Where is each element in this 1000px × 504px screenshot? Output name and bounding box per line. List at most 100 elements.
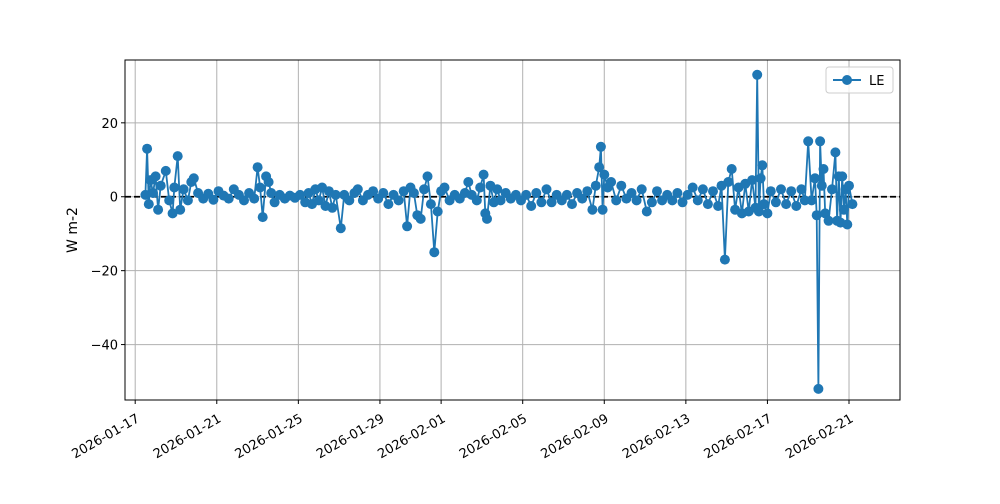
data-point bbox=[255, 182, 266, 193]
data-point bbox=[239, 195, 249, 206]
data-point bbox=[567, 199, 577, 210]
data-point bbox=[702, 199, 713, 210]
data-point bbox=[140, 189, 151, 200]
data-point bbox=[672, 188, 683, 198]
data-point bbox=[155, 180, 166, 191]
data-point bbox=[408, 188, 419, 198]
data-point bbox=[577, 193, 588, 204]
x-tick-label: 2026-02-09 bbox=[539, 411, 612, 462]
data-point bbox=[546, 197, 557, 208]
data-point bbox=[169, 182, 180, 193]
data-point bbox=[208, 194, 219, 205]
data-point bbox=[422, 171, 433, 182]
data-point bbox=[759, 199, 769, 210]
data-point bbox=[646, 197, 657, 208]
data-point bbox=[475, 182, 486, 193]
data-point bbox=[677, 197, 688, 208]
data-point bbox=[330, 189, 341, 200]
data-point bbox=[383, 199, 394, 210]
data-point bbox=[606, 177, 617, 187]
data-point bbox=[687, 182, 698, 193]
data-point bbox=[561, 189, 572, 200]
data-point bbox=[752, 69, 763, 80]
data-point bbox=[796, 184, 807, 195]
data-point bbox=[531, 188, 542, 198]
data-point bbox=[590, 180, 601, 191]
data-point bbox=[182, 195, 193, 206]
data-point bbox=[526, 201, 537, 211]
data-point bbox=[257, 212, 268, 223]
data-point bbox=[811, 210, 822, 221]
data-point bbox=[495, 195, 506, 206]
y-axis-label: W m-2 bbox=[65, 207, 81, 253]
y-tick-label: −40 bbox=[91, 339, 118, 354]
data-point bbox=[692, 195, 703, 206]
data-point bbox=[188, 173, 199, 184]
data-point bbox=[713, 201, 724, 211]
x-tick-label: 2026-01-29 bbox=[314, 411, 387, 462]
data-point bbox=[599, 169, 610, 180]
data-point bbox=[295, 189, 306, 200]
data-point bbox=[327, 202, 338, 213]
data-point bbox=[164, 195, 175, 206]
data-point bbox=[611, 195, 622, 206]
x-tick-label: 2026-01-25 bbox=[233, 411, 306, 462]
data-point bbox=[368, 186, 379, 197]
data-point bbox=[432, 206, 443, 217]
data-point bbox=[765, 186, 776, 197]
data-point bbox=[175, 204, 186, 215]
data-point bbox=[827, 184, 837, 195]
x-tick-label: 2026-01-17 bbox=[69, 411, 142, 462]
data-point bbox=[838, 204, 849, 215]
data-point bbox=[786, 186, 797, 197]
data-point bbox=[844, 180, 854, 191]
data-point bbox=[463, 177, 474, 187]
data-point bbox=[153, 204, 164, 215]
data-point bbox=[378, 188, 389, 198]
data-point bbox=[837, 171, 848, 182]
data-point bbox=[726, 164, 737, 174]
data-point bbox=[781, 199, 792, 210]
data-point bbox=[755, 173, 766, 184]
data-point bbox=[167, 208, 178, 219]
data-point bbox=[697, 184, 708, 195]
data-point bbox=[810, 173, 820, 184]
legend: LE bbox=[825, 66, 894, 94]
data-point bbox=[830, 147, 841, 158]
data-point bbox=[249, 193, 260, 204]
data-point bbox=[143, 199, 154, 210]
data-point bbox=[597, 204, 608, 215]
data-point bbox=[816, 180, 827, 191]
data-point bbox=[757, 160, 768, 171]
x-tick-label: 2026-02-05 bbox=[457, 411, 530, 462]
data-point bbox=[521, 189, 532, 200]
y-tick-label: 20 bbox=[101, 117, 118, 132]
data-point bbox=[842, 219, 853, 230]
x-tick-label: 2026-02-01 bbox=[375, 411, 448, 462]
data-point bbox=[594, 162, 605, 173]
data-point bbox=[142, 143, 153, 154]
data-point bbox=[806, 195, 817, 206]
data-point bbox=[631, 195, 642, 206]
y-tick-label: 0 bbox=[110, 191, 118, 206]
plot-area-frame bbox=[124, 59, 901, 401]
data-point bbox=[352, 184, 363, 195]
data-point bbox=[344, 195, 355, 206]
data-point bbox=[813, 383, 824, 394]
y-tick-label: −20 bbox=[91, 265, 118, 280]
data-point bbox=[178, 184, 189, 195]
x-tick-label: 2026-02-13 bbox=[620, 411, 693, 462]
series-line-le bbox=[144, 73, 854, 390]
data-point bbox=[667, 195, 678, 206]
data-point bbox=[719, 254, 730, 265]
data-point bbox=[770, 197, 781, 208]
data-point bbox=[482, 213, 492, 224]
data-point bbox=[492, 184, 503, 195]
data-point bbox=[160, 165, 171, 176]
x-tick-label: 2026-02-17 bbox=[702, 411, 775, 462]
data-point bbox=[803, 136, 814, 147]
data-point bbox=[471, 195, 482, 206]
data-point bbox=[478, 169, 489, 180]
